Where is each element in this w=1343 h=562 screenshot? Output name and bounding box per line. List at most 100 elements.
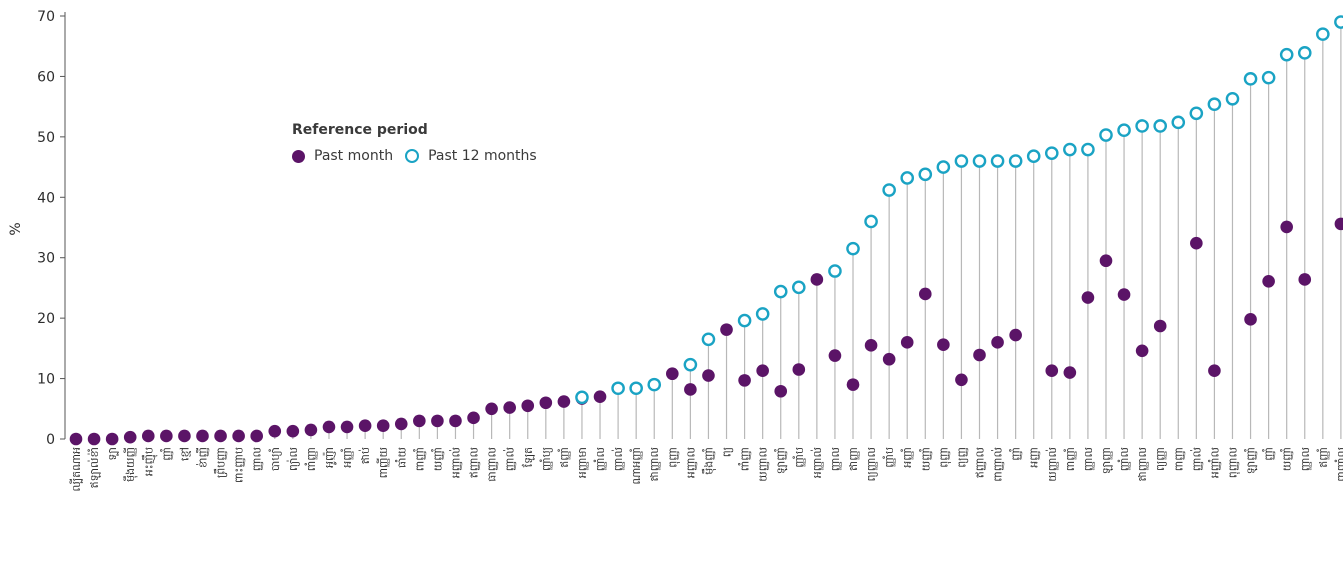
point-past-month xyxy=(955,373,968,387)
x-category-label: ពាះញ្ញាប xyxy=(233,447,246,483)
legend-filled-dot-icon xyxy=(292,149,305,163)
data-points xyxy=(69,15,1343,446)
x-category-label: ញ្ញាំល xyxy=(593,447,607,471)
point-past-month xyxy=(1063,366,1077,379)
x-category-label: យញ្ញាំ xyxy=(430,447,444,471)
x-category-label: ខ្មៅ xyxy=(178,447,191,461)
point-past-12-months xyxy=(701,332,716,347)
y-tick-label: 0 xyxy=(46,432,55,448)
x-category-label: ពុញ្ញា xyxy=(937,447,951,468)
point-past-12-months xyxy=(1117,123,1131,138)
point-past-month xyxy=(593,390,607,404)
x-category-label: ពាំញ្ញា xyxy=(304,447,318,471)
point-past-12-months xyxy=(1261,70,1276,85)
x-category-label: ញ្ញាំប្យ xyxy=(539,447,553,471)
x-category-label: ព្យញ្ញា xyxy=(1154,447,1167,471)
x-category-label: ម៉ឹងញ្ញាំ xyxy=(701,447,716,475)
point-past-month xyxy=(738,374,751,387)
point-past-month xyxy=(413,414,426,428)
x-category-label: អញ្ញាំ xyxy=(340,447,354,468)
x-axis-category-labels: ល្បីតណាអ ឥឡាល់ខ់ាំ ទ្បា ម៉ឹងយញ្ញី អះញ៉ឹប ញ្ញា… xyxy=(69,447,1343,492)
x-category-label: ពាញ្ញា xyxy=(1172,447,1185,471)
x-category-label: អញ្ញា xyxy=(1028,447,1041,468)
x-category-label: ណាអញ្ញាំ xyxy=(629,447,643,485)
x-category-label: ព្យញ្ញាល xyxy=(865,447,878,481)
point-past-month xyxy=(973,348,986,362)
x-category-label: ឥឡាល់ខ់ាំ xyxy=(87,447,101,488)
point-past-month xyxy=(1135,344,1149,358)
point-past-month xyxy=(1153,319,1167,333)
point-past-12-months xyxy=(900,171,915,185)
x-category-label: អញ្ញាមា xyxy=(576,447,589,478)
point-past-12-months xyxy=(1171,115,1186,130)
point-past-month xyxy=(1208,364,1221,378)
point-past-month xyxy=(1298,273,1312,286)
x-category-label: ញ្ញាំប xyxy=(882,447,896,468)
point-past-month xyxy=(304,423,318,437)
x-category-label: ឥាប់ xyxy=(358,447,372,464)
point-past-month xyxy=(1244,313,1257,326)
point-past-month xyxy=(196,429,209,443)
y-tick-label: 50 xyxy=(37,130,55,146)
point-past-month xyxy=(449,414,462,428)
point-past-month xyxy=(214,429,227,443)
x-category-label: ពាញ្ញាំ xyxy=(412,447,426,471)
point-past-month xyxy=(358,419,372,433)
point-past-12-months xyxy=(737,313,752,328)
point-past-12-months xyxy=(1063,142,1077,157)
x-category-label: យញ្ញាំ xyxy=(1280,447,1294,471)
point-past-month xyxy=(828,349,842,362)
point-past-month xyxy=(376,419,390,433)
point-past-month xyxy=(232,429,245,443)
x-category-label: ញ្ញាល់ xyxy=(611,447,625,471)
point-past-12-months xyxy=(1099,128,1113,142)
point-past-month xyxy=(1334,217,1343,231)
y-tick-label: 30 xyxy=(37,251,55,267)
point-past-12-months xyxy=(1316,27,1330,41)
point-past-12-months xyxy=(647,377,662,392)
x-category-label: ល្បីតណាអ xyxy=(69,447,83,492)
point-past-12-months xyxy=(1225,91,1240,106)
point-past-12-months xyxy=(1189,106,1204,121)
point-past-12-months xyxy=(828,264,842,278)
point-past-month xyxy=(1190,236,1203,250)
y-axis-label: % xyxy=(8,222,24,235)
point-past-month xyxy=(268,424,282,438)
x-category-label: យញ្ញាល់ xyxy=(1045,447,1059,482)
point-past-12-months xyxy=(683,357,698,372)
point-past-month xyxy=(539,396,553,410)
point-past-month xyxy=(900,336,914,349)
x-category-label: ខ់ាញ្ញី xyxy=(195,447,209,468)
y-tick-label: 20 xyxy=(37,311,55,327)
x-category-label: ពាំញ្ញា xyxy=(738,447,752,471)
point-past-month xyxy=(1045,364,1059,378)
point-past-12-months xyxy=(1297,46,1312,60)
x-category-label: ញ្ញាំ xyxy=(159,447,173,461)
x-category-label: ទ្បា xyxy=(106,447,119,461)
point-past-month xyxy=(1009,328,1022,342)
x-category-label: ឥញ្ញាំ xyxy=(1316,447,1330,468)
point-past-month xyxy=(882,352,896,366)
point-past-12-months xyxy=(1044,146,1059,160)
point-past-month xyxy=(774,384,788,398)
point-past-12-months xyxy=(936,160,951,174)
point-past-12-months xyxy=(773,284,788,299)
x-category-label: ឡាញ្ញា xyxy=(1100,447,1113,474)
point-past-month xyxy=(286,424,300,438)
point-past-month xyxy=(87,432,101,446)
x-category-label: ព្រឹបញ្ញា xyxy=(214,447,228,478)
point-past-month xyxy=(250,429,263,443)
x-category-label: ពាញ្ញាល់ xyxy=(991,447,1005,482)
point-past-month xyxy=(322,420,336,434)
x-category-label: ឥញ្ញាល xyxy=(974,447,987,478)
point-past-month xyxy=(720,323,733,336)
point-past-12-months xyxy=(792,280,806,295)
point-past-month xyxy=(666,367,679,381)
point-past-month xyxy=(792,363,806,376)
x-category-label: ពាញ្ញាំ xyxy=(1063,447,1077,471)
point-past-month xyxy=(340,420,354,434)
y-tick-label: 60 xyxy=(37,69,55,85)
x-category-label: ពុញ្ញាល xyxy=(1226,447,1240,478)
point-past-month xyxy=(69,432,83,446)
legend: Reference period Past month Past 12 mont… xyxy=(292,122,549,164)
